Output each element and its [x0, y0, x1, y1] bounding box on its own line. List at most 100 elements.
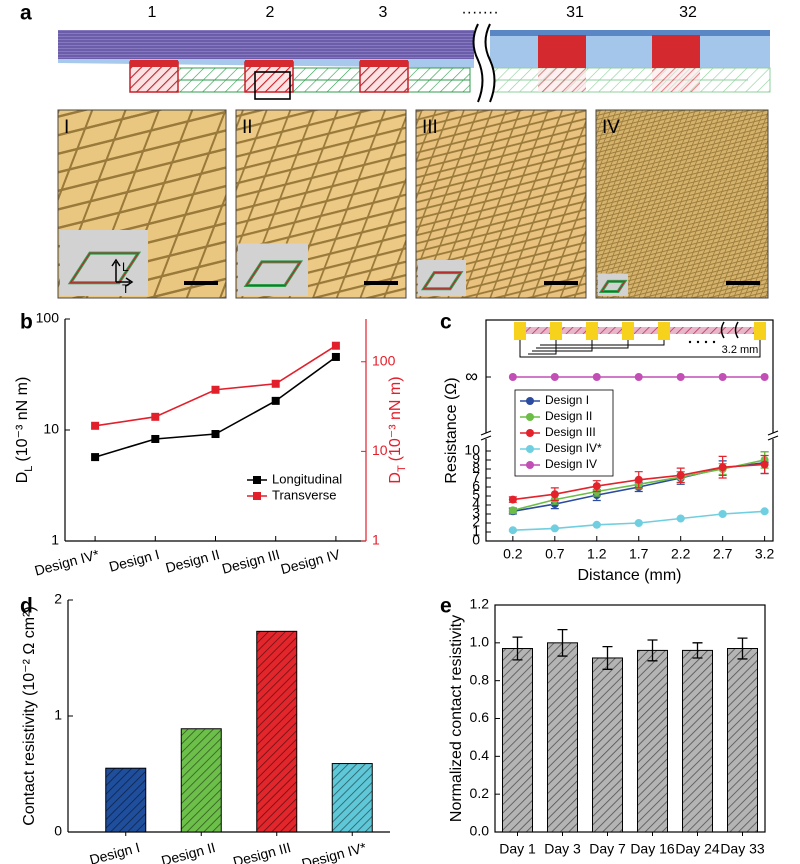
legend-label: Design III [545, 425, 596, 439]
inset-strip [526, 327, 746, 334]
x-tick-label: Day 33 [720, 841, 765, 857]
inset-pad [586, 322, 598, 340]
contact-pad-top [130, 60, 178, 67]
y-tick-label: 0.0 [470, 823, 490, 839]
inset-cell-core [600, 280, 626, 292]
inset-dot [688, 340, 692, 344]
series-line [94, 345, 337, 427]
error-bar [602, 645, 613, 670]
y-tick-label: 0.6 [470, 709, 490, 725]
bar [105, 767, 147, 833]
micrograph-label: II [242, 117, 253, 138]
legend-label: Design IV [545, 457, 597, 471]
break-line [484, 23, 496, 103]
axis-label-symbol: D [14, 472, 31, 484]
point [760, 507, 769, 516]
scale-bar [184, 281, 218, 285]
point [550, 490, 559, 499]
legend-marker [526, 397, 534, 405]
y2-tick-label: 1 [372, 532, 380, 548]
legend-label: Longitudinal [272, 471, 342, 486]
point [634, 373, 643, 381]
bar [180, 728, 222, 833]
point [718, 463, 727, 472]
axis-label-subscript: L [23, 466, 35, 472]
inset-pad [658, 322, 670, 340]
point [550, 524, 559, 533]
y-tick-label: 0 [54, 823, 62, 839]
y-tick-label: 5 [472, 487, 480, 503]
y-tick-label: 4 [472, 496, 480, 512]
bar [727, 648, 758, 833]
point [508, 526, 517, 535]
x-tick-label: Design II [159, 839, 217, 864]
x-tick-label: 0.2 [503, 546, 523, 562]
micrograph-label: I [64, 117, 69, 138]
y-tick-label: 6 [472, 478, 480, 494]
inset-dot [696, 340, 700, 344]
point [676, 373, 685, 381]
point [271, 396, 280, 405]
point [91, 453, 100, 462]
legend-marker [253, 476, 261, 484]
column-label: 31 [566, 4, 584, 21]
column-label: 1 [148, 4, 157, 21]
y2-tick-label: 100 [372, 352, 396, 368]
axis-label-unit: (10⁻³ nN m) [387, 376, 404, 461]
x-tick-label: Design III [220, 546, 281, 577]
y-tick-label: 0.4 [470, 747, 490, 763]
y-tick-label: 0.2 [470, 785, 490, 801]
contact-pad-top [360, 60, 408, 67]
y-tick-label: 1.2 [470, 596, 490, 612]
error-bar [512, 636, 523, 661]
point [592, 482, 601, 491]
axis-label-unit: (10⁻³ nN m) [14, 377, 31, 462]
x-tick-label: 2.7 [713, 546, 733, 562]
micrograph-label: III [422, 117, 438, 138]
y-tick-label: 0 [472, 532, 480, 548]
y-tick-label: 8 [472, 460, 480, 476]
point [151, 412, 160, 421]
error-bar [647, 639, 658, 662]
point [271, 379, 280, 388]
column-label: ······· [461, 4, 498, 21]
panel-label: d [20, 595, 33, 618]
plot-frame [485, 319, 774, 542]
inset-box [60, 230, 148, 296]
x-tick-label: Design IV* [300, 839, 369, 864]
contact-pad-top [245, 60, 293, 67]
substrate-band-right [490, 30, 770, 68]
contact-pad [538, 35, 586, 68]
inset-cell-core [422, 272, 462, 290]
top-electrode-band [58, 30, 474, 59]
y2-tick-label: 10 [372, 442, 388, 458]
x-tick-label: Design IV [279, 546, 342, 577]
bar [331, 763, 373, 833]
x-tick-label: Day 16 [630, 841, 675, 857]
bar [547, 642, 578, 833]
inset-axis-label: T [122, 282, 130, 296]
bar [682, 649, 713, 833]
x-tick-label: Day 7 [589, 841, 626, 857]
panel-label: c [440, 311, 452, 334]
point [508, 495, 517, 504]
point [508, 373, 517, 381]
y-axis-label: Resistance (Ω) [443, 377, 460, 483]
inset-dot [704, 340, 708, 344]
axis-label: DL (10⁻³ nN m) [14, 377, 35, 484]
point [592, 373, 601, 381]
point [211, 430, 220, 439]
point [331, 341, 340, 350]
x-axis-label: Distance (mm) [577, 567, 681, 584]
substrate-top-right [490, 30, 770, 36]
y-tick-label: 1.0 [470, 634, 490, 650]
point [592, 520, 601, 529]
plot-frame [494, 604, 766, 833]
point [634, 519, 643, 527]
y-tick-label: 7 [472, 469, 480, 485]
bar [592, 657, 623, 833]
y-tick-label: ∞ [465, 366, 478, 386]
contact-pad-base [538, 68, 586, 92]
point [91, 421, 100, 430]
